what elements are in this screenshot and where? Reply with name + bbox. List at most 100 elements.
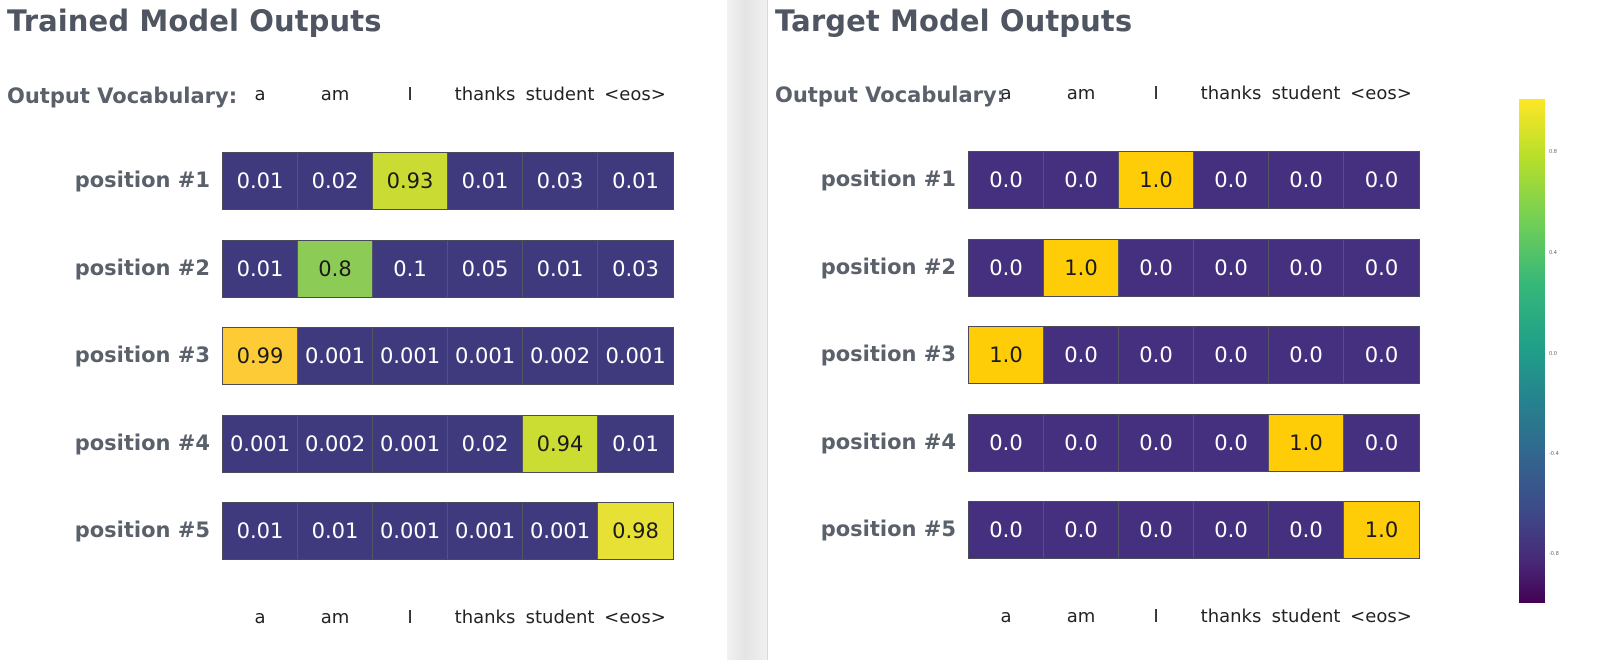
vocab-word-bottom: <eos> [604,607,666,628]
vocab-word-top: I [1153,83,1159,104]
heatmap-cell: 0.0 [1194,327,1269,383]
vocab-word-bottom: a [254,607,266,628]
heatmap-cell: 0.98 [598,503,673,559]
vocab-word-bottom: student [1271,606,1341,627]
heatmap-cell: 0.93 [373,153,448,209]
row-label: position #2 [74,255,210,280]
row-label: position #2 [820,254,956,279]
heatmap-row: 1.0 0.0 0.0 0.0 0.0 0.0 [968,326,1420,384]
heatmap-cell: 0.0 [1194,239,1269,296]
vocab-word-top: student [1271,83,1341,104]
vocab-word-bottom: <eos> [1350,606,1412,627]
row-label: position #4 [820,429,956,454]
trained-vocab-label: Output Vocabulary: [7,84,238,108]
heatmap-cell: 0.1 [373,240,448,297]
heatmap-cell: 0.0 [969,152,1044,208]
vocab-word-bottom: thanks [454,607,516,628]
heatmap-row: 0.0 0.0 0.0 0.0 0.0 1.0 [968,501,1420,559]
heatmap-cell: 0.01 [223,153,298,209]
heatmap-cell: 0.0 [1119,502,1194,558]
vocab-word-bottom: thanks [1200,606,1262,627]
heatmap-cell: 0.001 [223,415,298,472]
heatmap-cell: 0.01 [598,415,673,472]
heatmap-cell: 0.0 [1269,152,1344,208]
heatmap-cell: 0.001 [448,503,523,559]
vocab-word-bottom: I [407,607,413,628]
heatmap-cell: 0.94 [523,415,598,472]
vocab-word-top: a [254,84,266,105]
row-label: position #3 [74,343,210,367]
panel-divider [727,0,767,660]
heatmap-cell: 0.0 [1119,414,1194,471]
vocab-word-bottom: am [1066,606,1096,627]
heatmap-row: 0.001 0.002 0.001 0.02 0.94 0.01 [222,414,674,473]
target-title: Target Model Outputs [775,4,1133,38]
heatmap-cell: 0.0 [1044,414,1119,471]
heatmap-cell: 0.0 [969,502,1044,558]
heatmap-cell: 0.0 [1119,327,1194,383]
heatmap-cell: 1.0 [1269,414,1344,471]
colorbar-tick-label: 0.8 [1549,149,1557,155]
vocab-word-bottom: student [525,607,595,628]
vocab-word-top: <eos> [1350,83,1412,104]
vocab-word-bottom: I [1153,606,1159,627]
row-label: position #1 [820,167,956,191]
colorbar-tick-label: 0.4 [1549,250,1557,256]
heatmap-row: 0.0 1.0 0.0 0.0 0.0 0.0 [968,238,1420,297]
trained-title: Trained Model Outputs [7,4,382,38]
heatmap-cell: 0.001 [373,503,448,559]
colorbar-tick-label: 0.0 [1549,351,1557,357]
colorbar-tick-label: -0.4 [1549,451,1559,457]
heatmap-cell: 0.01 [223,240,298,297]
row-label: position #1 [74,168,210,192]
heatmap-row: 0.0 0.0 0.0 0.0 1.0 0.0 [968,413,1420,472]
heatmap-cell: 0.99 [223,328,298,384]
heatmap-cell: 0.001 [598,328,673,384]
heatmap-cell: 0.001 [298,328,373,384]
heatmap-cell: 1.0 [969,327,1044,383]
heatmap-cell: 0.05 [448,240,523,297]
heatmap-cell: 0.001 [523,503,598,559]
heatmap-cell: 0.001 [448,328,523,384]
heatmap-cell: 0.0 [969,239,1044,296]
target-vocab-label: Output Vocabulary: [775,83,1006,107]
heatmap-cell: 0.0 [1344,414,1419,471]
heatmap-cell: 0.0 [1044,327,1119,383]
heatmap-cell: 0.0 [1044,502,1119,558]
heatmap-row: 0.99 0.001 0.001 0.001 0.002 0.001 [222,327,674,385]
vocab-word-top: <eos> [604,84,666,105]
vocab-word-bottom: am [320,607,350,628]
heatmap-cell: 0.01 [298,503,373,559]
heatmap-cell: 1.0 [1344,502,1419,558]
heatmap-cell: 0.03 [598,240,673,297]
heatmap-cell: 0.01 [523,240,598,297]
heatmap-cell: 1.0 [1119,152,1194,208]
colorbar [1519,99,1545,603]
heatmap-row: 0.01 0.02 0.93 0.01 0.03 0.01 [222,152,674,210]
heatmap-row: 0.0 0.0 1.0 0.0 0.0 0.0 [968,151,1420,209]
heatmap-cell: 0.02 [448,415,523,472]
vocab-word-top: am [320,84,350,105]
heatmap-cell: 0.002 [298,415,373,472]
vocab-word-top: I [407,84,413,105]
row-label: position #5 [820,517,956,541]
heatmap-cell: 0.0 [1119,239,1194,296]
row-label: position #4 [74,430,210,455]
heatmap-cell: 0.0 [1344,239,1419,296]
heatmap-cell: 0.02 [298,153,373,209]
heatmap-cell: 0.8 [298,240,373,297]
trained-panel: Trained Model Outputs Output Vocabulary:… [0,0,727,660]
heatmap-cell: 0.001 [373,415,448,472]
colorbar-tick-label: -0.8 [1549,551,1559,557]
heatmap-cell: 0.0 [1344,152,1419,208]
heatmap-cell: 0.0 [1194,502,1269,558]
vocab-word-bottom: a [1000,606,1012,627]
heatmap-cell: 0.0 [1344,327,1419,383]
heatmap-cell: 1.0 [1044,239,1119,296]
heatmap-cell: 0.0 [1044,152,1119,208]
row-label: position #5 [74,518,210,542]
heatmap-cell: 0.0 [1269,502,1344,558]
heatmap-cell: 0.01 [448,153,523,209]
row-label: position #3 [820,342,956,366]
heatmap-cell: 0.0 [1269,239,1344,296]
